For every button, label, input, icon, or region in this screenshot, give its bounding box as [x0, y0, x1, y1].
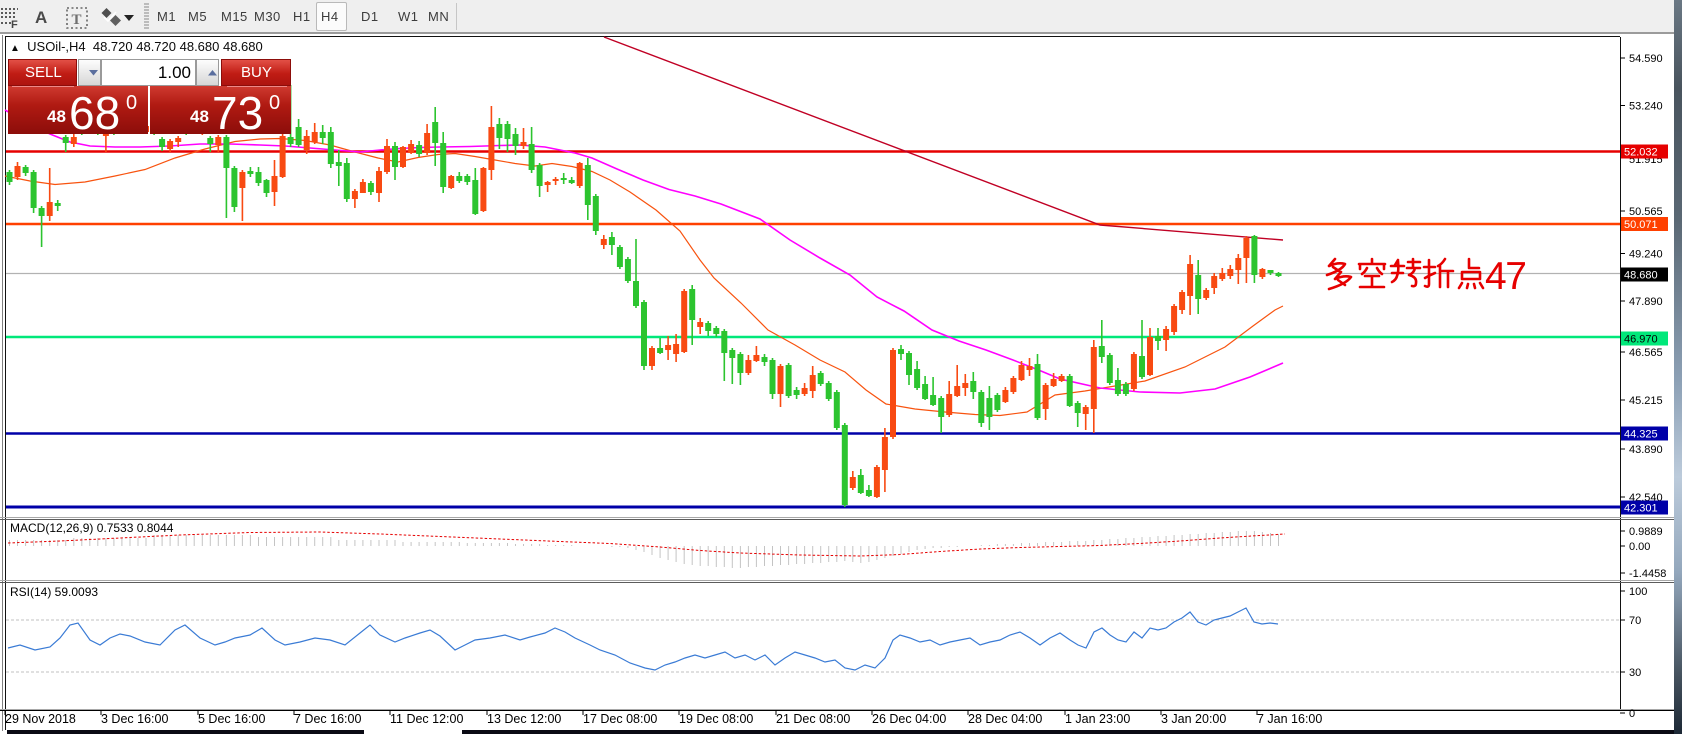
svg-text:7 Jan 16:00: 7 Jan 16:00 [1257, 712, 1322, 726]
svg-text:RSI(14) 59.0093: RSI(14) 59.0093 [10, 585, 98, 599]
svg-text:47: 47 [1485, 255, 1525, 298]
svg-text:T: T [72, 12, 82, 28]
svg-text:3 Jan 20:00: 3 Jan 20:00 [1161, 712, 1226, 726]
svg-text:-1.4458: -1.4458 [1629, 568, 1666, 580]
svg-text:28 Dec 04:00: 28 Dec 04:00 [968, 712, 1042, 726]
svg-text:46.565: 46.565 [1629, 347, 1663, 359]
svg-text:26 Dec 04:00: 26 Dec 04:00 [872, 712, 946, 726]
svg-text:30: 30 [1629, 667, 1641, 679]
svg-text:11 Dec 12:00: 11 Dec 12:00 [390, 712, 463, 726]
svg-text:50.071: 50.071 [1624, 219, 1658, 231]
svg-text:52.032: 52.032 [1624, 147, 1658, 159]
svg-text:13 Dec 12:00: 13 Dec 12:00 [487, 712, 561, 726]
svg-text:50.565: 50.565 [1629, 206, 1663, 218]
svg-text:29 Nov 2018: 29 Nov 2018 [5, 712, 76, 726]
svg-text:53.240: 53.240 [1629, 101, 1663, 113]
svg-text:47.890: 47.890 [1629, 296, 1663, 308]
svg-text:MACD(12,26,9) 0.7533 0.8044: MACD(12,26,9) 0.7533 0.8044 [10, 521, 174, 535]
svg-text:70: 70 [1629, 615, 1641, 627]
svg-text:100: 100 [1629, 586, 1647, 598]
svg-text:21 Dec 08:00: 21 Dec 08:00 [776, 712, 850, 726]
svg-text:48.680: 48.680 [1624, 270, 1658, 282]
svg-text:0.9889: 0.9889 [1629, 526, 1663, 538]
svg-text:7 Dec 16:00: 7 Dec 16:00 [294, 712, 361, 726]
svg-text:19 Dec 08:00: 19 Dec 08:00 [679, 712, 753, 726]
svg-text:5 Dec 16:00: 5 Dec 16:00 [198, 712, 265, 726]
svg-text:43.890: 43.890 [1629, 444, 1663, 456]
svg-text:54.590: 54.590 [1629, 53, 1663, 65]
svg-text:45.215: 45.215 [1629, 395, 1663, 407]
svg-text:0: 0 [1629, 708, 1635, 720]
svg-text:A: A [35, 8, 47, 27]
svg-text:17 Dec 08:00: 17 Dec 08:00 [583, 712, 657, 726]
svg-text:1 Jan 23:00: 1 Jan 23:00 [1065, 712, 1130, 726]
svg-text:0.00: 0.00 [1629, 541, 1650, 553]
svg-text:46.970: 46.970 [1624, 334, 1658, 346]
svg-text:3 Dec 16:00: 3 Dec 16:00 [101, 712, 168, 726]
svg-text:F: F [11, 19, 18, 31]
svg-text:44.325: 44.325 [1624, 429, 1658, 441]
svg-text:42.301: 42.301 [1624, 503, 1658, 515]
svg-text:49.240: 49.240 [1629, 249, 1663, 261]
